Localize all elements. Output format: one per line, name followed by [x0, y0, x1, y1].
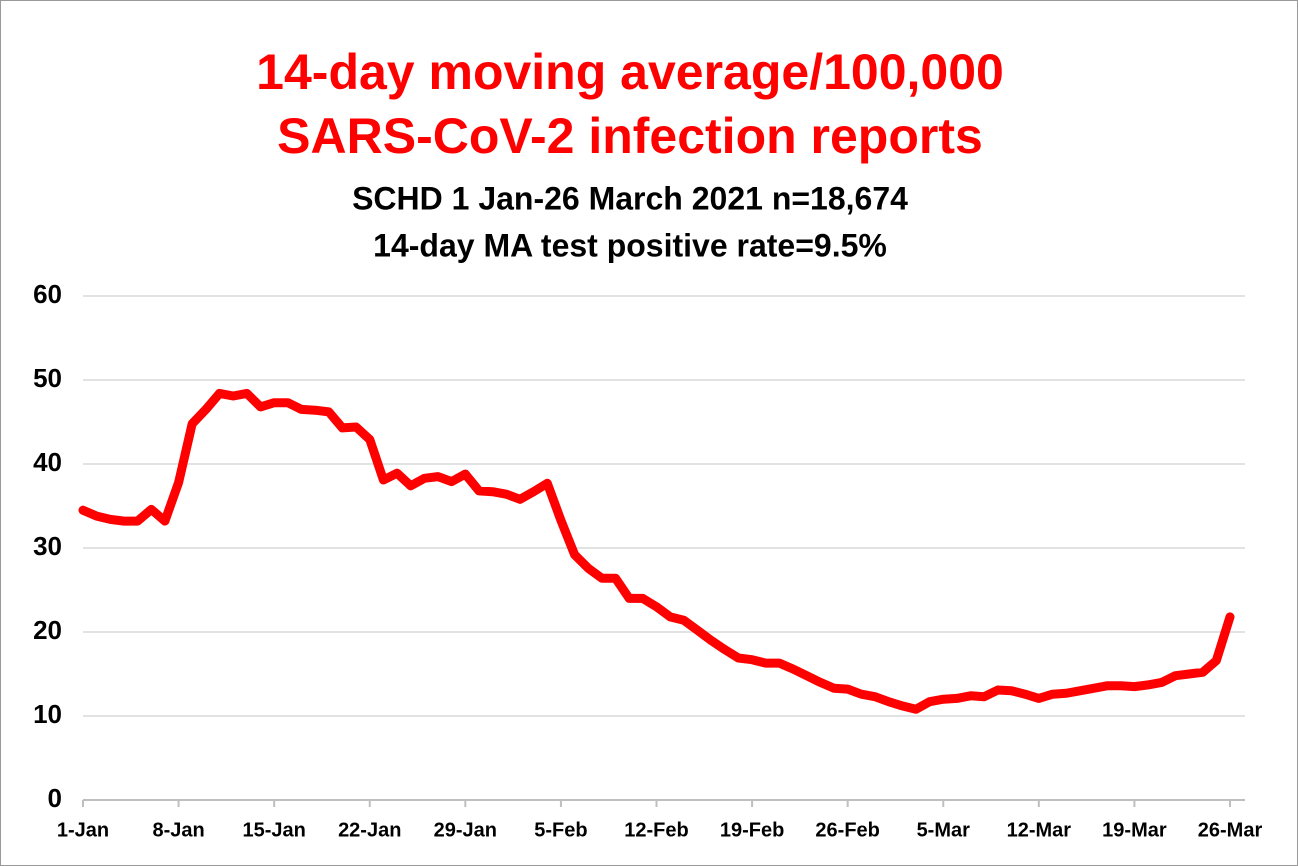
x-tick-label: 5-Feb [534, 819, 587, 841]
chart-title: 14-day moving average/100,000 [256, 44, 1004, 100]
data-line [78, 388, 1235, 714]
y-tick-label: 30 [33, 531, 62, 561]
x-tick-label: 1-Jan [57, 819, 109, 841]
x-tick-label: 12-Feb [624, 819, 688, 841]
x-tick-label: 8-Jan [152, 819, 204, 841]
y-tick-label: 20 [33, 615, 62, 645]
x-tick-label: 19-Mar [1102, 819, 1167, 841]
x-tick-label: 15-Jan [242, 819, 305, 841]
x-tick-label: 12-Mar [1007, 819, 1072, 841]
chart-subtitle: 14-day MA test positive rate=9.5% [373, 227, 887, 263]
y-tick-label: 10 [33, 699, 62, 729]
y-tick-label: 40 [33, 447, 62, 477]
x-tick-label: 5-Mar [917, 819, 971, 841]
chart-title: SARS-CoV-2 infection reports [277, 108, 983, 164]
x-tick-label: 29-Jan [434, 819, 497, 841]
x-tick-label: 26-Feb [815, 819, 879, 841]
y-tick-label: 50 [33, 363, 62, 393]
chart-subtitle: SCHD 1 Jan-26 March 2021 n=18,674 [352, 180, 908, 216]
y-tick-label: 60 [33, 279, 62, 309]
y-tick-label: 0 [48, 783, 62, 813]
x-tick-label: 22-Jan [338, 819, 401, 841]
x-tick-label: 19-Feb [720, 819, 784, 841]
x-tick-label: 26-Mar [1198, 819, 1263, 841]
